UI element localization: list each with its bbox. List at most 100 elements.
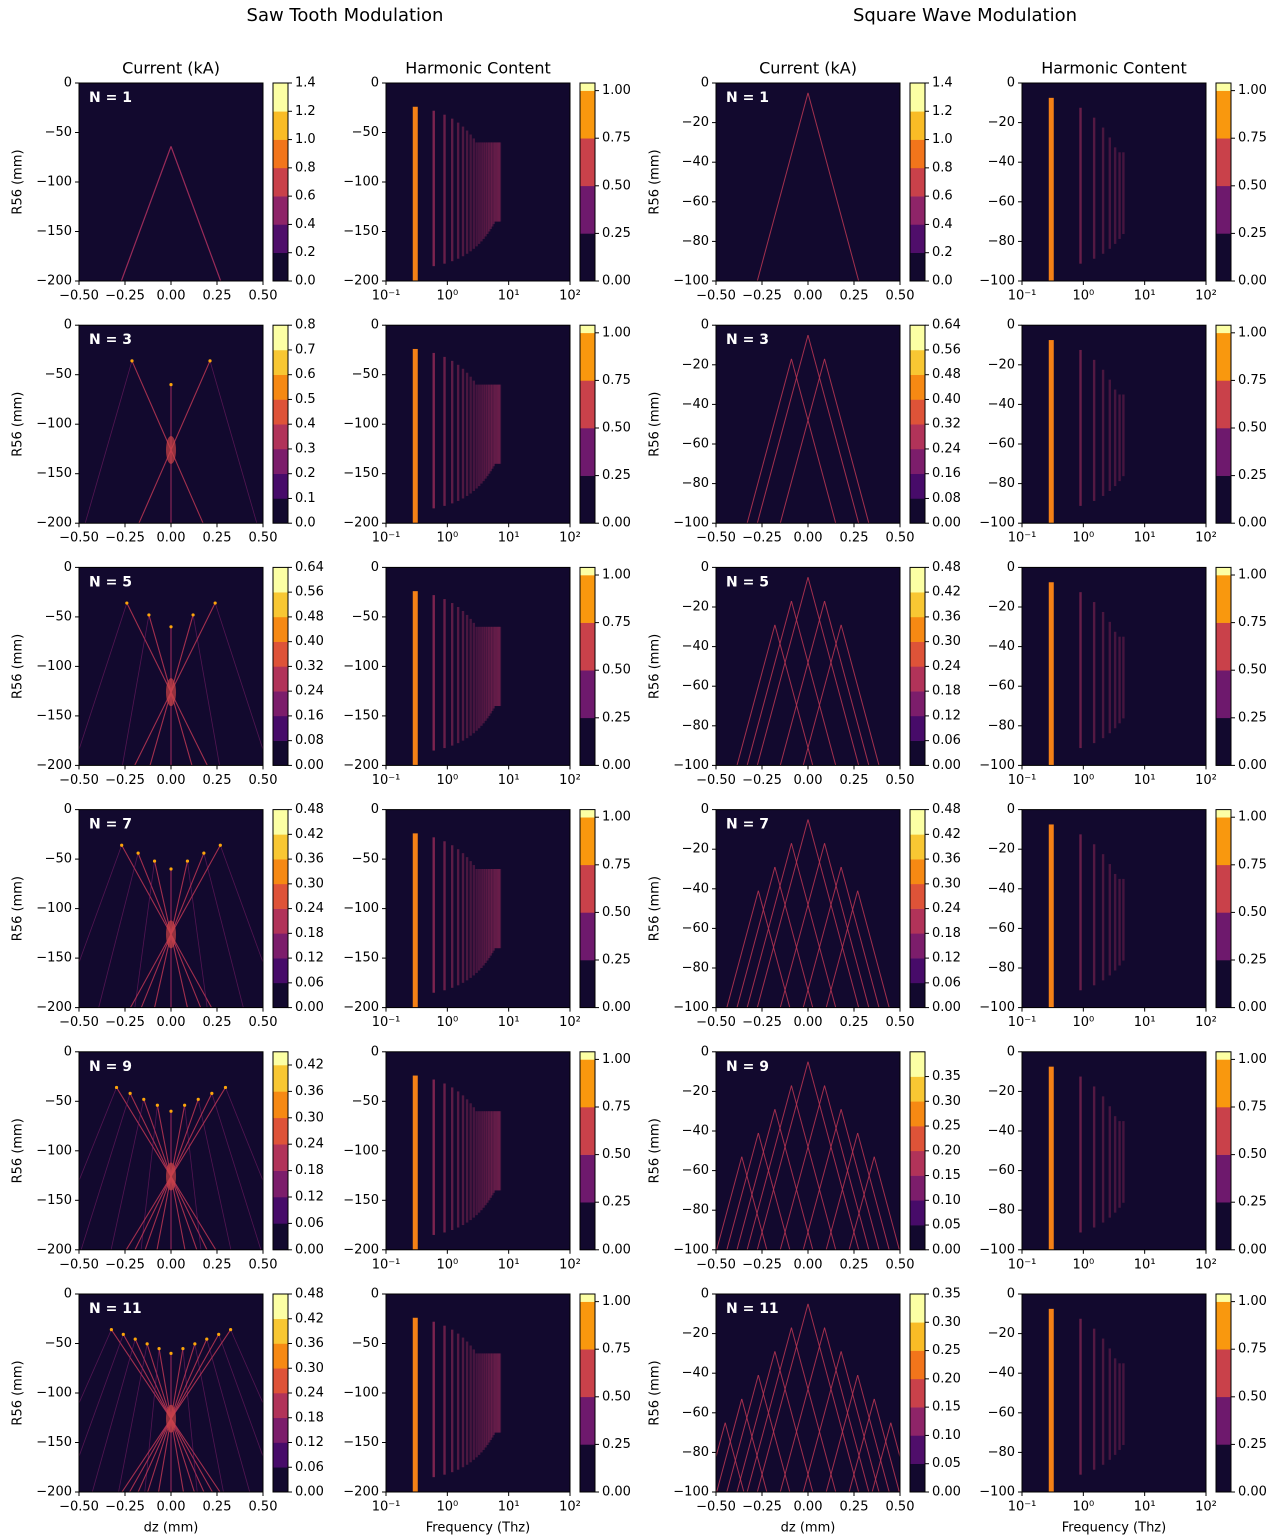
- colorbar-tick-label: 0.30: [295, 876, 324, 891]
- colorbar-band: [580, 83, 595, 91]
- colorbar-tick-label: 0.12: [295, 951, 324, 966]
- y-tick-label: −100: [343, 417, 379, 432]
- heatmap-texture: [716, 1303, 900, 1492]
- colorbar-tick-label: 0.25: [932, 1119, 961, 1134]
- y-axis-label: R56 (mm): [11, 392, 26, 457]
- colorbar-tick-label: 0.48: [295, 609, 324, 624]
- colorbar-tick-label: 0.24: [295, 1137, 324, 1152]
- colorbar-band: [910, 958, 925, 984]
- colorbar-band: [1216, 1059, 1231, 1108]
- panel: −0.50 −0.25 0.00 0.25 0.50 0 −20 −40 −60 −80 −100 N…: [648, 1044, 961, 1272]
- colorbar-band: [1216, 809, 1231, 818]
- colorbar-band: [273, 139, 288, 169]
- x-tick-label: 10⁻¹: [1008, 773, 1037, 788]
- y-tick-label: −60: [682, 679, 709, 694]
- colorbar-tick-label: 0.25: [1238, 1437, 1267, 1452]
- x-tick-label: 10²: [559, 1500, 581, 1515]
- colorbar-band: [273, 567, 288, 593]
- y-tick-label: −20: [988, 357, 1015, 372]
- colorbar-band: [910, 616, 925, 642]
- x-axis-label: dz (mm): [144, 1521, 199, 1536]
- colorbar-band: [910, 196, 925, 225]
- x-tick-label: −0.50: [59, 1257, 99, 1272]
- colorbar-tick-label: 0.50: [1238, 663, 1267, 678]
- x-tick-label: 10⁻¹: [1008, 1500, 1037, 1515]
- y-tick-label: −100: [343, 901, 379, 916]
- colorbar-tick-label: 0.25: [602, 953, 631, 968]
- heatmap-texture: [736, 577, 880, 766]
- x-tick-label: 10⁻¹: [372, 1015, 401, 1030]
- y-tick-label: −80: [682, 718, 709, 733]
- colorbar-band: [910, 883, 925, 909]
- x-tick-label: 10⁻¹: [1008, 289, 1037, 304]
- panel-title: Harmonic Content: [1041, 59, 1187, 78]
- colorbar-band: [910, 592, 925, 618]
- y-tick-label: −40: [682, 1124, 709, 1139]
- colorbar-band: [910, 567, 925, 593]
- colorbar-tick-label: 0.05: [932, 1218, 961, 1233]
- x-tick-label: −0.50: [59, 1500, 99, 1515]
- colorbar-tick-label: 0.75: [602, 857, 631, 872]
- colorbar-frame: [1215, 566, 1232, 766]
- y-tick-label: −150: [343, 466, 379, 481]
- colorbar-band: [1216, 960, 1231, 1008]
- y-tick-label: 0: [1007, 560, 1015, 575]
- x-tick-label: 0.00: [157, 1500, 186, 1515]
- colorbar-tick-label: 0.2: [295, 245, 316, 260]
- panel: 10⁻¹ 10⁰ 10¹ 10² 0 −20 −40 −60 −80 −100 0.00 0.25 0.…: [979, 560, 1267, 788]
- colorbar-band: [580, 332, 595, 381]
- y-tick-label: −80: [988, 1203, 1015, 1218]
- colorbar-tick-label: 0.30: [932, 1315, 961, 1330]
- colorbar-tick-label: 0.50: [1238, 421, 1267, 436]
- colorbar-band: [1216, 1396, 1231, 1445]
- colorbar-band: [1216, 1294, 1231, 1302]
- colorbar-band: [910, 139, 925, 169]
- colorbar-frame: [1215, 82, 1232, 282]
- colorbar-band: [1216, 380, 1231, 429]
- colorbar-band: [273, 1417, 288, 1443]
- y-tick-label: −20: [682, 357, 709, 372]
- colorbar-tick-label: 0.00: [295, 758, 324, 773]
- colorbar-tick-label: 0.8: [295, 160, 316, 175]
- colorbar-tick-label: 0.75: [602, 1100, 631, 1115]
- colorbar-band: [910, 1101, 925, 1127]
- colorbar-band: [1216, 325, 1231, 334]
- colorbar-tick-label: 0.24: [295, 684, 324, 699]
- colorbar-tick-label: 0.05: [932, 1456, 961, 1471]
- plot-frame: [1021, 1293, 1207, 1493]
- y-tick-label: −50: [352, 852, 379, 867]
- colorbar-band: [910, 252, 925, 282]
- y-axis-label: R56 (mm): [11, 876, 26, 941]
- y-tick-label: 0: [64, 560, 72, 575]
- x-tick-label: 10¹: [1134, 1257, 1156, 1272]
- y-tick-label: −40: [682, 1366, 709, 1381]
- y-tick-label: 0: [701, 1287, 709, 1302]
- x-tick-label: −0.25: [105, 1257, 145, 1272]
- colorbar-band: [273, 1144, 288, 1171]
- panel: −0.50 −0.25 0.00 0.25 0.50 0 −20 −40 −60 −80 −100 N…: [648, 1287, 961, 1536]
- y-tick-label: −40: [988, 155, 1015, 170]
- y-tick-label: −100: [343, 1386, 379, 1401]
- colorbar-band: [580, 567, 595, 576]
- annotation: N = 3: [89, 332, 132, 348]
- colorbar-band: [910, 809, 925, 835]
- y-tick-label: −20: [682, 600, 709, 615]
- y-tick-label: 0: [701, 76, 709, 91]
- colorbar-tick-label: 0.42: [932, 827, 961, 842]
- x-axis-label: Frequency (Thz): [426, 1521, 530, 1536]
- colorbar-band: [1216, 1107, 1231, 1155]
- colorbar-band: [273, 83, 288, 112]
- colorbar-tick-label: 0.56: [932, 342, 961, 357]
- colorbar-tick-label: 0.40: [295, 634, 324, 649]
- colorbar-tick-label: 0.00: [932, 1242, 961, 1257]
- colorbar-band: [273, 1343, 288, 1369]
- colorbar-tick-label: 0.25: [1238, 953, 1267, 968]
- annotation: N = 1: [89, 90, 132, 106]
- x-tick-label: 10²: [559, 1257, 581, 1272]
- x-axis-label: dz (mm): [781, 1521, 836, 1536]
- colorbar-band: [273, 1223, 288, 1251]
- colorbar-band: [910, 1407, 925, 1436]
- panel: −0.50 −0.25 0.00 0.25 0.50 0 −50 −100 −150 −200 N …: [11, 1287, 324, 1536]
- y-tick-label: −150: [36, 224, 72, 239]
- y-tick-label: −60: [682, 194, 709, 209]
